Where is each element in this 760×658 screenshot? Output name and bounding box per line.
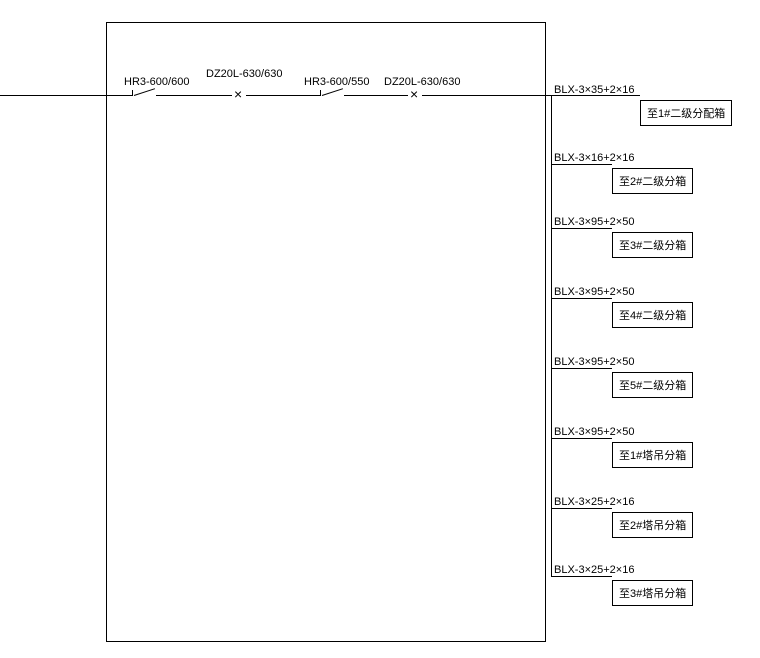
cable-label: BLX-3×25+2×16 <box>554 496 634 508</box>
bus-seg-5 <box>422 95 546 96</box>
destination-box: 至1#二级分配箱 <box>640 100 732 126</box>
cable-label: BLX-3×95+2×50 <box>554 286 634 298</box>
output-line <box>551 508 612 509</box>
destination-text: 至3#二级分箱 <box>619 240 686 252</box>
output-line <box>551 228 612 229</box>
cable-label: BLX-3×95+2×50 <box>554 356 634 368</box>
bus-seg-4 <box>344 95 408 96</box>
main-panel <box>106 22 546 642</box>
bus-seg-2 <box>156 95 232 96</box>
bus-seg-3 <box>246 95 320 96</box>
distribution-bus <box>551 95 552 576</box>
cable-label: BLX-3×35+2×16 <box>554 84 634 96</box>
destination-text: 至3#塔吊分箱 <box>619 588 686 600</box>
destination-box: 至3#塔吊分箱 <box>612 580 693 606</box>
incoming-line <box>0 95 106 96</box>
output-line <box>551 164 612 165</box>
output-line <box>551 438 612 439</box>
cable-label: BLX-3×95+2×50 <box>554 426 634 438</box>
output-line <box>551 576 612 577</box>
destination-text: 至2#塔吊分箱 <box>619 520 686 532</box>
switch-tick <box>132 90 133 96</box>
output-line <box>551 368 612 369</box>
component-label: HR3-600/600 <box>124 76 189 88</box>
bus-seg-1 <box>106 95 132 96</box>
output-line <box>551 298 612 299</box>
destination-text: 至1#塔吊分箱 <box>619 450 686 462</box>
breaker-icon: × <box>410 87 418 101</box>
component-label: DZ20L-630/630 <box>206 68 282 80</box>
cable-label: BLX-3×16+2×16 <box>554 152 634 164</box>
destination-box: 至2#塔吊分箱 <box>612 512 693 538</box>
destination-box: 至5#二级分箱 <box>612 372 693 398</box>
destination-text: 至1#二级分配箱 <box>647 108 725 120</box>
destination-box: 至3#二级分箱 <box>612 232 693 258</box>
breaker-icon: × <box>234 87 242 101</box>
component-label: HR3-600/550 <box>304 76 369 88</box>
destination-box: 至1#塔吊分箱 <box>612 442 693 468</box>
component-label: DZ20L-630/630 <box>384 76 460 88</box>
destination-box: 至4#二级分箱 <box>612 302 693 328</box>
cable-label: BLX-3×25+2×16 <box>554 564 634 576</box>
cable-label: BLX-3×95+2×50 <box>554 216 634 228</box>
switch-tick <box>320 90 321 96</box>
destination-text: 至4#二级分箱 <box>619 310 686 322</box>
destination-text: 至5#二级分箱 <box>619 380 686 392</box>
destination-box: 至2#二级分箱 <box>612 168 693 194</box>
destination-text: 至2#二级分箱 <box>619 176 686 188</box>
